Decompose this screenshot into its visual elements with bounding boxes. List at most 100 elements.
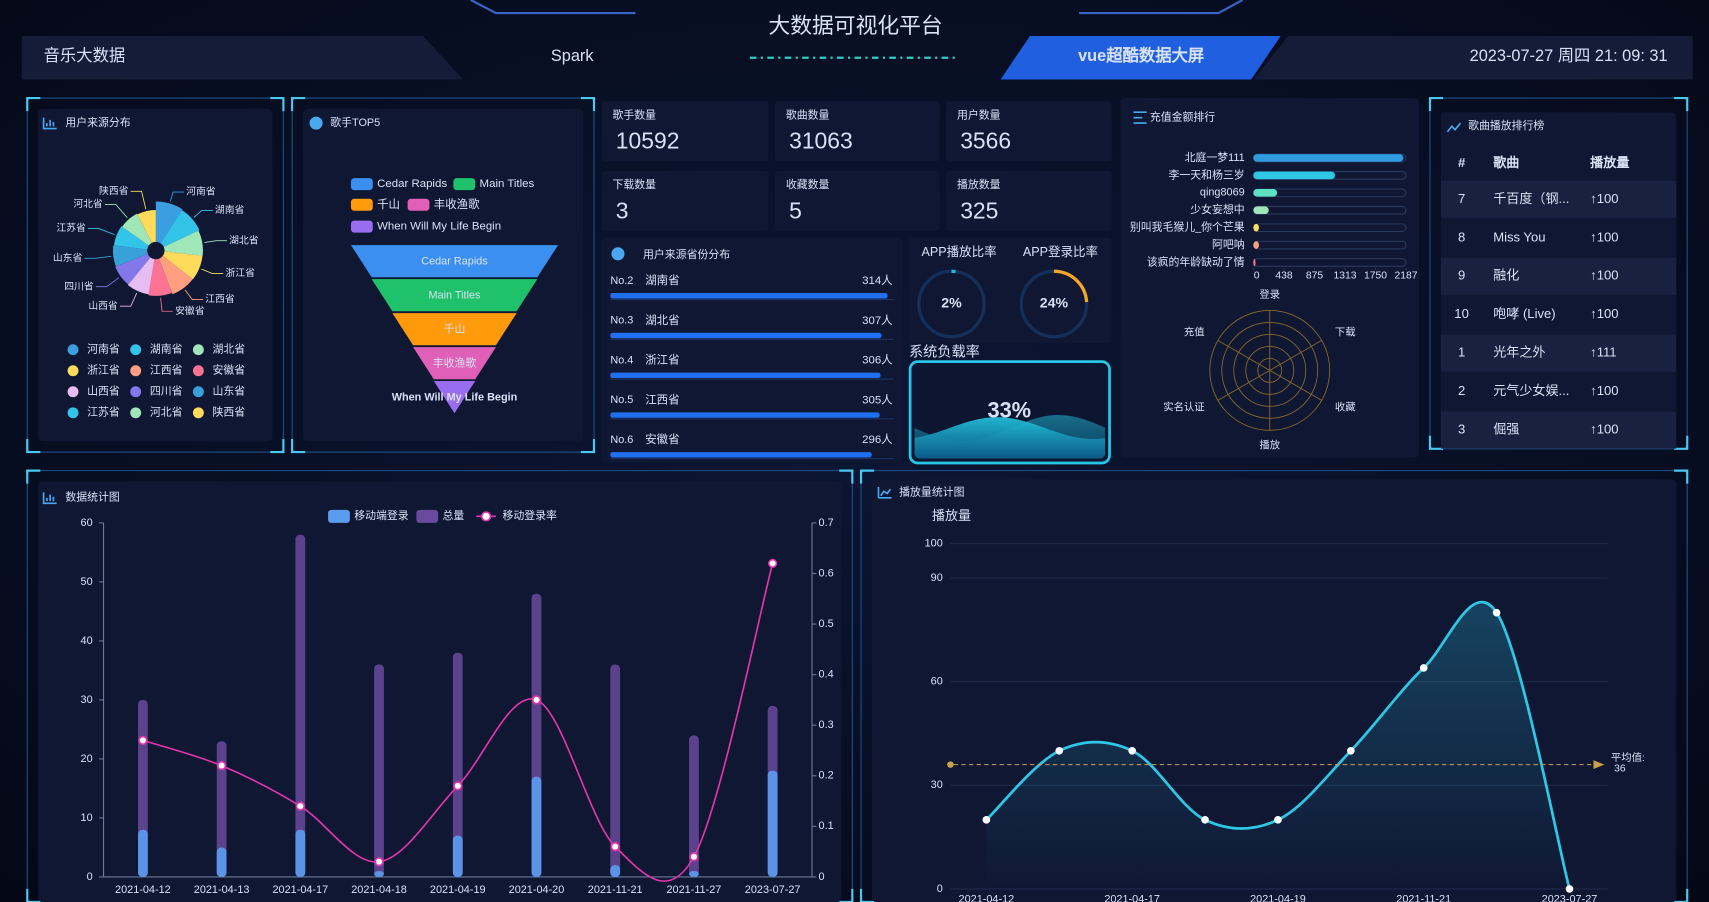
x-tick-label: 2021-04-18 [351,884,407,896]
table-cell: 10 [1454,306,1469,321]
table-cell: 1 [1458,345,1465,360]
bar-label: qing8069 [1200,187,1245,199]
panel-title: 充值金额排行 [1150,110,1215,124]
panel-frame [601,237,903,463]
gauge-title: APP播放比率 [922,244,997,259]
bar [452,652,463,877]
panel-title: 数据统计图 [65,490,119,504]
pie-label: 陕西省 [99,184,129,197]
rank-value: 314人 [862,274,893,287]
panel-frame [38,481,842,902]
table-cell: 3 [1458,422,1465,437]
table-cell: ↑100 [1590,229,1618,244]
funnel-label: Main Titles [428,289,481,301]
pie-slice [114,226,149,250]
bar [1253,223,1259,232]
panel-corner [1428,435,1444,450]
bar [374,871,384,877]
y2-tick-label: 0.2 [819,770,834,782]
x-tick-label: 1750 [1364,270,1387,281]
pie-slice [158,255,193,295]
legend-label: Cedar Rapids [377,178,447,190]
legend-swatch [192,344,204,356]
rank-number: No.6 [610,434,633,446]
legend-swatch [480,511,492,522]
rank-bar [610,372,881,379]
rank-value: 307人 [862,314,893,327]
x-tick-label: 1313 [1334,270,1357,281]
header-decoration [470,0,636,15]
y2-tick-label: 0.5 [819,618,834,630]
bar-label: 别叫我毛猴儿_你个芒果 [1130,220,1245,234]
panel-title: 播放量统计图 [899,484,964,498]
gauge-title: APP登录比率 [1023,244,1098,259]
y2-tick-label: 0 [819,871,825,883]
pie-leader [88,228,115,236]
legend-swatch [350,198,373,211]
pie-label: 山西省 [88,299,118,312]
rank-value: 306人 [862,354,893,367]
rank-bar [610,452,872,458]
y-tick-label: 100 [925,537,943,549]
mark-line-value: 36 [1614,764,1626,775]
x-tick-label: 2021-11-21 [588,884,643,896]
funnel-segment [433,381,476,414]
panel-icon [1446,122,1462,133]
funnel-segment [392,313,517,346]
legend-label: 移动端登录 [354,508,409,522]
legend-swatch [130,407,142,419]
panel-corner [270,96,285,112]
legend-swatch [407,198,430,211]
header-tab[interactable] [1000,35,1281,80]
table-header: 播放量 [1590,155,1629,170]
panel-icon [1133,111,1147,124]
rank-name: 湖南省 [645,273,679,287]
rank-bar [610,412,880,418]
stat-value: 10592 [616,128,680,154]
panel-title: 歌手TOP5 [330,115,380,129]
stat-card [946,101,1112,162]
funnel-segment [371,279,538,312]
header-tab-label[interactable]: vue超酷数据大屏 [1078,46,1204,65]
line-point [1201,816,1209,824]
panel-corner [291,439,306,454]
legend-label: 千山 [377,198,400,211]
stat-value: 31063 [789,128,853,154]
bar [689,735,699,877]
bar [295,534,306,877]
bar [767,770,778,877]
table-row-bg [1440,334,1677,372]
rank-number: No.3 [610,315,633,327]
legend-swatch [67,365,79,377]
pie-label: 四川省 [64,279,94,292]
panel-icon [42,117,57,130]
line-point [610,841,620,852]
pie-slice [163,230,203,256]
line-point [768,558,778,568]
pie-slice [127,257,155,295]
x-tick-label: 875 [1306,270,1324,281]
legend-swatch [328,509,350,523]
table-cell: 2 [1458,383,1465,398]
x-tick-label: 2021-04-12 [959,894,1015,902]
y-tick-label: 0 [937,883,943,895]
legend-label: 江西省 [150,364,183,377]
stat-card [946,171,1112,231]
load-wave [914,417,1106,459]
stat-value: 3 [616,197,629,223]
table-header: 歌曲 [1493,155,1519,170]
x-tick-label: 2021-04-12 [115,884,171,896]
line-point [453,781,463,791]
mark-line-start [947,761,954,768]
funnel-segment [413,347,496,380]
y-tick-label: 20 [81,753,93,765]
legend-swatch [192,386,204,398]
pie-slice [162,251,203,280]
radar-spoke [1269,370,1322,401]
y-tick-label: 30 [81,694,93,706]
pie-label: 山东省 [53,251,83,264]
table-cell: 8 [1458,229,1465,244]
legend-label: 江苏省 [87,406,120,419]
pie-slice [112,245,148,267]
table-header: # [1458,155,1466,170]
